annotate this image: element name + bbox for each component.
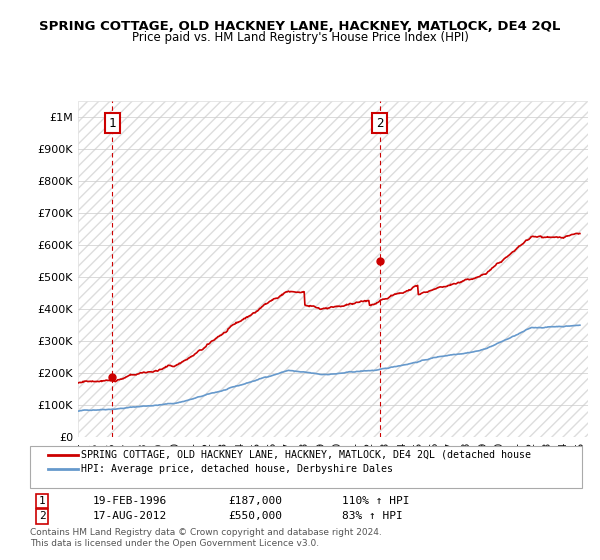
Text: SPRING COTTAGE, OLD HACKNEY LANE, HACKNEY, MATLOCK, DE4 2QL: SPRING COTTAGE, OLD HACKNEY LANE, HACKNE… bbox=[40, 20, 560, 32]
Text: Contains HM Land Registry data © Crown copyright and database right 2024.
This d: Contains HM Land Registry data © Crown c… bbox=[30, 528, 382, 548]
Text: 19-FEB-1996: 19-FEB-1996 bbox=[93, 496, 167, 506]
Text: 2: 2 bbox=[38, 511, 46, 521]
Text: £187,000: £187,000 bbox=[228, 496, 282, 506]
Text: 17-AUG-2012: 17-AUG-2012 bbox=[93, 511, 167, 521]
Text: 1: 1 bbox=[109, 116, 116, 130]
Text: HPI: Average price, detached house, Derbyshire Dales: HPI: Average price, detached house, Derb… bbox=[81, 464, 393, 474]
Text: 110% ↑ HPI: 110% ↑ HPI bbox=[342, 496, 409, 506]
Text: Price paid vs. HM Land Registry's House Price Index (HPI): Price paid vs. HM Land Registry's House … bbox=[131, 31, 469, 44]
Text: 1: 1 bbox=[38, 496, 46, 506]
Text: £550,000: £550,000 bbox=[228, 511, 282, 521]
Text: 83% ↑ HPI: 83% ↑ HPI bbox=[342, 511, 403, 521]
Text: SPRING COTTAGE, OLD HACKNEY LANE, HACKNEY, MATLOCK, DE4 2QL (detached house: SPRING COTTAGE, OLD HACKNEY LANE, HACKNE… bbox=[81, 450, 531, 460]
Text: 2: 2 bbox=[376, 116, 383, 130]
